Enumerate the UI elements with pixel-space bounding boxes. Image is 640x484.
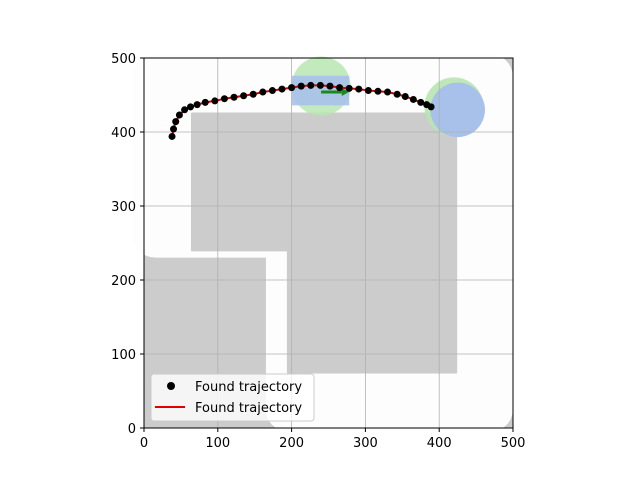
trajectory-point — [345, 84, 353, 92]
trajectory-point — [417, 98, 425, 106]
trajectory-point — [230, 93, 238, 101]
road-inner-block — [190, 112, 458, 374]
x-tick-label: 500 — [501, 436, 526, 451]
trajectory-point — [201, 98, 209, 106]
trajectory-point — [326, 82, 334, 90]
x-tick-label: 400 — [427, 436, 452, 451]
trajectory-point — [249, 90, 257, 98]
ticks: 0 100 200 300 400 500 0 100 200 300 400 500 — [111, 52, 525, 451]
trajectory-point — [374, 87, 382, 95]
trajectory-point — [278, 85, 286, 93]
trajectory-point — [211, 97, 219, 105]
trajectory-point — [193, 101, 201, 109]
y-tick-label: 200 — [111, 274, 136, 289]
legend-label-points: Found trajectory — [195, 380, 302, 395]
trajectory-point — [268, 87, 276, 95]
trajectory-point — [401, 92, 409, 100]
trajectory-point — [316, 81, 324, 89]
trajectory-point — [181, 106, 189, 114]
y-tick-label: 100 — [111, 348, 136, 363]
trajectory-point — [384, 88, 392, 96]
trajectory-point — [186, 103, 194, 111]
trajectory-point — [168, 132, 176, 140]
trajectory-point — [355, 85, 363, 93]
trajectory-point — [297, 82, 305, 90]
y-tick-label: 0 — [128, 422, 136, 437]
data-layer — [168, 81, 435, 140]
trajectory-point — [409, 95, 417, 103]
trajectory-point — [393, 90, 401, 98]
trajectory-point — [288, 84, 296, 92]
plot-area — [133, 54, 513, 432]
x-tick-label: 0 — [140, 436, 148, 451]
x-tick-label: 100 — [205, 436, 230, 451]
trajectory-point — [307, 81, 315, 89]
trajectory-point — [336, 84, 344, 92]
y-tick-label: 400 — [111, 126, 136, 141]
trajectory-point — [240, 92, 248, 100]
trajectory-point — [220, 95, 228, 103]
x-tick-label: 300 — [353, 436, 378, 451]
trajectory-point — [259, 88, 267, 96]
legend-box — [150, 373, 315, 422]
y-tick-label: 300 — [111, 200, 136, 215]
trajectory-point — [427, 103, 435, 111]
axes-frame — [143, 57, 514, 429]
legend-label-line: Found trajectory — [195, 401, 302, 416]
trajectory-point — [175, 111, 183, 119]
trajectory-point — [170, 125, 178, 133]
legend-marker-points — [167, 382, 175, 390]
trajectory-point — [364, 87, 372, 95]
legend: Found trajectory Found trajectory — [150, 373, 315, 422]
x-tick-label: 200 — [279, 436, 304, 451]
goal-heading-arrowhead — [341, 88, 349, 97]
start-vehicle — [430, 82, 485, 138]
y-tick-label: 500 — [111, 52, 136, 67]
trajectory-point — [172, 118, 180, 126]
